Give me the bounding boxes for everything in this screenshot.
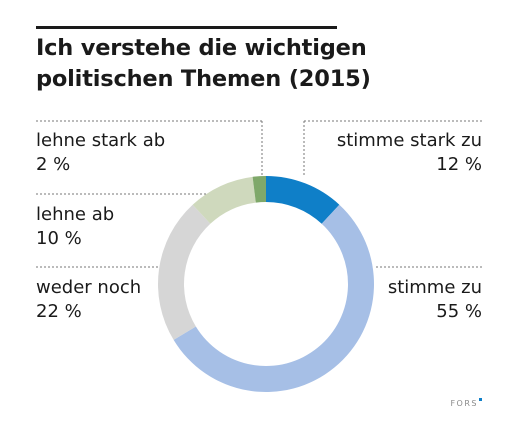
slice-name: stimme stark zu bbox=[336, 130, 482, 151]
slice-value: 10 % bbox=[36, 228, 82, 249]
slice-name: lehne stark ab bbox=[36, 130, 166, 151]
chart-title-line-1: Ich verstehe die wichtigen bbox=[36, 35, 367, 61]
slice-label-lehne-ab: lehne ab 10 % bbox=[36, 203, 114, 251]
fors-logo: FORS bbox=[450, 398, 482, 408]
donut-slice-stimme-stark-zu bbox=[266, 176, 340, 224]
leader-lines bbox=[36, 120, 482, 268]
chart-title: Ich verstehe die wichtigen politischen T… bbox=[36, 33, 376, 95]
slice-label-lehne-stark-ab: lehne stark ab 2 % bbox=[36, 129, 165, 177]
slice-value: 22 % bbox=[36, 301, 82, 322]
donut-slice-lehne-ab bbox=[192, 176, 256, 224]
donut-slice-weder-noch bbox=[157, 204, 211, 340]
slice-label-stimme-zu: stimme zu 55 % bbox=[388, 276, 482, 324]
slice-label-weder-noch: weder noch 22 % bbox=[36, 276, 141, 324]
slice-value: 55 % bbox=[436, 301, 482, 322]
title-rule bbox=[36, 26, 337, 29]
chart-title-line-2: politischen Themen (2015) bbox=[36, 66, 371, 92]
slice-name: weder noch bbox=[36, 277, 142, 298]
donut-slices bbox=[157, 176, 374, 393]
slice-label-stimme-stark-zu: stimme stark zu 12 % bbox=[337, 129, 482, 177]
logo-text: FORS bbox=[450, 399, 478, 408]
slice-name: stimme zu bbox=[387, 277, 482, 298]
logo-dot bbox=[479, 398, 482, 401]
slice-value: 2 % bbox=[36, 154, 71, 175]
donut-slice-lehne-stark-ab bbox=[252, 176, 266, 203]
slice-name: lehne ab bbox=[36, 204, 115, 225]
donut-slice-stimme-zu bbox=[173, 204, 374, 393]
slice-value: 12 % bbox=[436, 154, 482, 175]
